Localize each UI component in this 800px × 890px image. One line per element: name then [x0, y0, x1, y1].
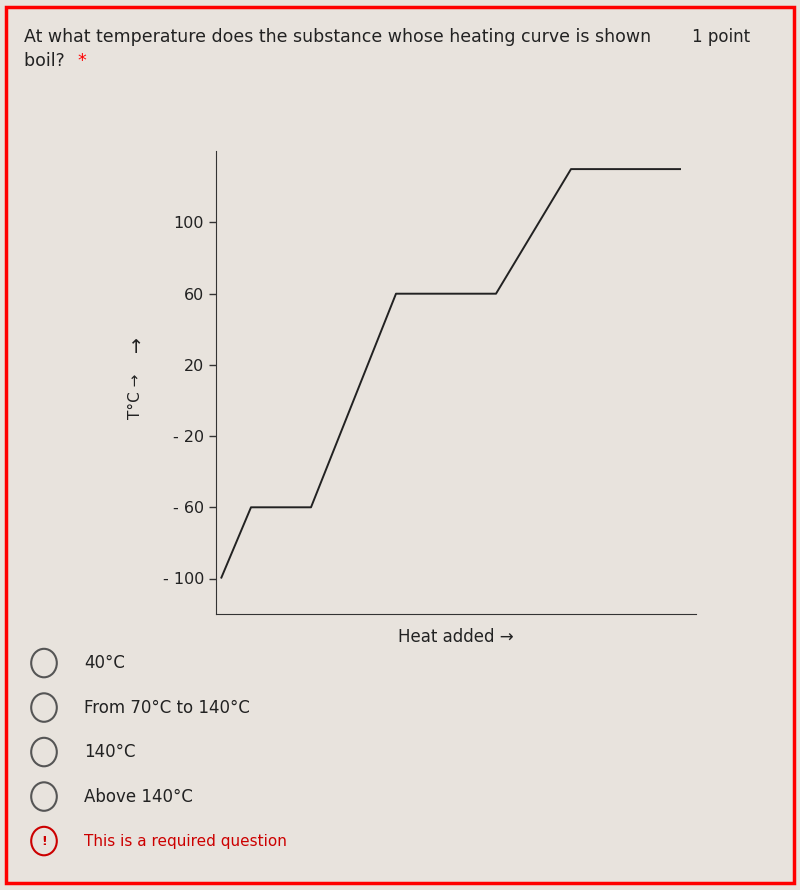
Text: At what temperature does the substance whose heating curve is shown: At what temperature does the substance w… — [24, 28, 651, 46]
Text: From 70°C to 140°C: From 70°C to 140°C — [84, 699, 250, 716]
Text: Above 140°C: Above 140°C — [84, 788, 193, 805]
Text: boil?: boil? — [24, 52, 70, 69]
Text: *: * — [78, 52, 86, 69]
Text: 140°C: 140°C — [84, 743, 135, 761]
Text: ↑: ↑ — [128, 337, 144, 357]
Text: 40°C: 40°C — [84, 654, 125, 672]
Text: 1 point: 1 point — [692, 28, 750, 46]
Text: This is a required question: This is a required question — [84, 834, 287, 848]
X-axis label: Heat added →: Heat added → — [398, 628, 514, 646]
Text: !: ! — [41, 835, 47, 847]
Text: T°C →: T°C → — [129, 374, 143, 418]
